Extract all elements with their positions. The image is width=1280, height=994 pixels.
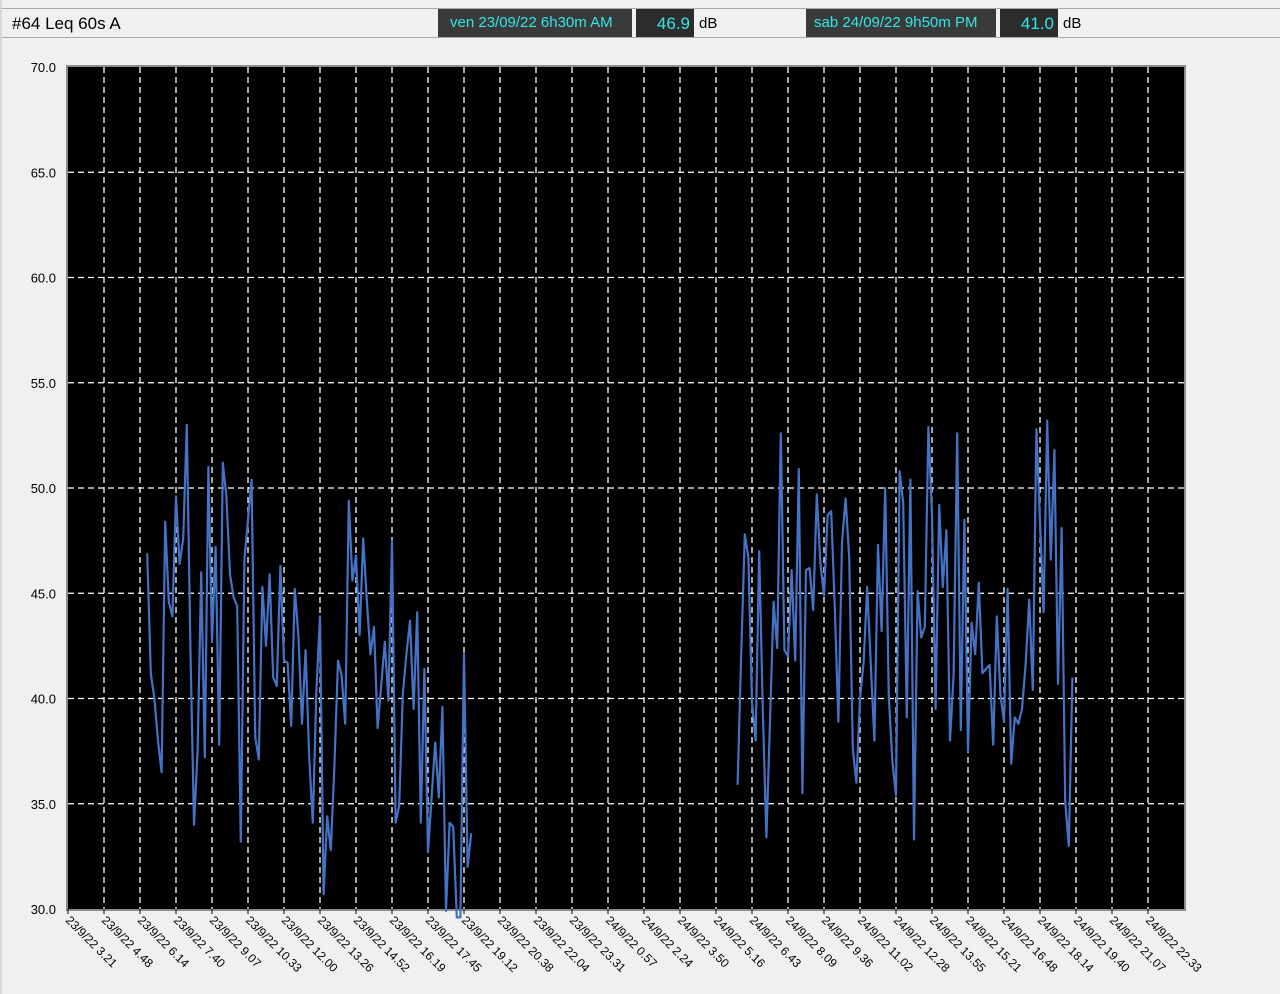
chart-title: #64 Leq 60s A	[12, 14, 121, 33]
series-line-segment	[736, 419, 1074, 848]
plot-area	[68, 67, 1184, 909]
y-tick-label: 55.0	[31, 376, 56, 391]
cursor1-unit: dB	[699, 15, 718, 32]
cursor1-value: 46.9	[636, 9, 694, 37]
y-tick-label: 65.0	[31, 165, 56, 180]
y-tick-label: 40.0	[31, 692, 56, 707]
y-tick-label: 35.0	[31, 797, 56, 812]
chart[interactable]: 70.065.060.055.050.045.040.035.030.023/9…	[2, 38, 1280, 994]
cursor2-unit: dB	[1063, 15, 1082, 32]
header-bar: #64 Leq 60s A ven 23/09/22 6h30m AM 46.9…	[2, 8, 1280, 38]
y-tick-label: 45.0	[31, 586, 56, 601]
y-tick-label: 60.0	[31, 271, 56, 286]
cursor1-time: ven 23/09/22 6h30m AM	[438, 9, 632, 37]
y-tick-label: 30.0	[31, 902, 56, 917]
y-tick-label: 50.0	[31, 481, 56, 496]
cursor2-value: 41.0	[1000, 9, 1058, 37]
cursor2-time: sab 24/09/22 9h50m PM	[806, 9, 996, 37]
y-tick-label: 70.0	[31, 60, 56, 75]
